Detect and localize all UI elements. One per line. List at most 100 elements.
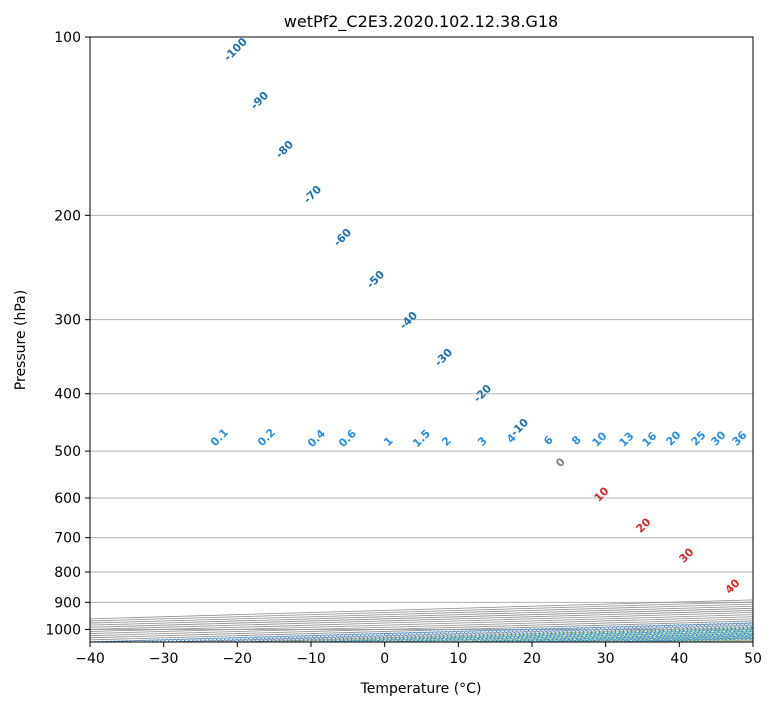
mixing-ratio-label: 0.6 <box>336 427 359 450</box>
moist-adiabat-label: 30 <box>677 545 697 565</box>
isotherm-line <box>384 631 753 642</box>
y-tick-label: 700 <box>54 531 81 547</box>
isotherm-line <box>531 635 753 642</box>
mixing-ratio-label: 13 <box>617 430 637 450</box>
isotherm-line <box>310 628 753 642</box>
isotherm-line <box>458 633 753 642</box>
isotherm-line <box>90 616 753 637</box>
y-tick-label: 800 <box>54 565 81 581</box>
dry-adiabat-label: -50 <box>364 268 387 291</box>
x-tick-label: −10 <box>296 651 326 667</box>
x-tick-label: 50 <box>744 651 762 667</box>
isotherm-line <box>90 607 753 628</box>
mixing-ratio-label: 6 <box>541 433 556 448</box>
isotherm-line <box>90 614 753 634</box>
moist-adiabat-line <box>718 640 753 642</box>
mixing-ratio-label: 20 <box>664 428 684 448</box>
dry-adiabat-label: -40 <box>397 309 420 332</box>
moist-adiabat-line <box>459 632 753 642</box>
mixing-ratio-line <box>131 623 753 642</box>
isotherm-line <box>752 641 753 642</box>
x-tick-label: 40 <box>670 651 688 667</box>
isotherm-line <box>90 603 753 624</box>
x-tick-label: −30 <box>149 651 179 667</box>
moist-adiabat-line <box>317 628 753 642</box>
dry-adiabat-line <box>338 628 753 642</box>
moist-adiabat-line <box>403 631 753 642</box>
dry-adiabat-line <box>487 633 753 642</box>
mixing-ratio-line <box>622 637 753 642</box>
ticks-layer: −40 −30 −20 −10 0 10 20 30 40 5010020030040050060… <box>45 30 762 667</box>
moist-adiabat-line <box>346 629 753 642</box>
mixing-ratio-label: 36 <box>730 428 750 448</box>
dry-adiabat-label: -60 <box>331 226 354 249</box>
moist-adiabat-line <box>689 639 753 642</box>
x-axis-title: Temperature (°C) <box>360 681 482 697</box>
dry-adiabat-line <box>562 635 753 642</box>
y-tick-label: 500 <box>54 444 81 460</box>
grid-layer <box>90 37 753 642</box>
y-tick-label: 300 <box>54 313 81 329</box>
moist-adiabat-line <box>516 634 753 642</box>
x-tick-label: 30 <box>597 651 615 667</box>
mixing-ratio-label: 10 <box>590 429 610 449</box>
dry-adiabat-line <box>263 626 753 642</box>
moist-adiabat-line <box>289 627 753 642</box>
dry-adiabat-label: -30 <box>432 346 455 369</box>
moist-adiabat-line <box>260 626 753 642</box>
moist-adiabat-label: 40 <box>723 576 743 596</box>
isotherm-line <box>90 612 753 632</box>
chart-title: wetPf2_C2E3.2020.102.12.38.G18 <box>284 12 558 32</box>
mixing-ratio-line <box>599 637 753 642</box>
line-labels-layer: -100-90-80-70-60-50-40-30-20-100.1 0.2 0.4… <box>208 35 750 597</box>
moist-adiabat-line <box>544 635 753 642</box>
mixing-ratio-label: 0.1 <box>208 426 231 449</box>
moist-adiabat-line <box>431 631 753 642</box>
dry-adiabat-label: -100 <box>221 35 250 64</box>
isotherm-line <box>679 639 753 642</box>
dry-adiabat-line <box>711 640 753 642</box>
isotherm-line <box>90 622 753 642</box>
moist-adiabat-line <box>573 636 753 642</box>
mixing-ratio-label: 0.4 <box>305 427 328 450</box>
dry-adiabat-label: -70 <box>301 183 324 206</box>
x-tick-label: 10 <box>449 651 467 667</box>
moist-adiabat-line <box>488 633 753 642</box>
mixing-ratio-label: 2 <box>439 434 454 449</box>
mixing-ratio-line <box>326 629 753 642</box>
y-tick-label: 100 <box>54 30 81 46</box>
mixing-ratio-label: 25 <box>689 429 709 449</box>
x-tick-label: 0 <box>380 651 389 667</box>
y-axis-title: Pressure (hPa) <box>13 290 29 390</box>
mixing-ratio-line <box>185 625 753 642</box>
dry-adiabat-label: -20 <box>471 382 494 405</box>
isotherm-line <box>90 610 753 630</box>
isotherm-line <box>90 605 753 626</box>
y-tick-label: 900 <box>54 595 81 611</box>
mixing-ratio-label: 0.2 <box>255 426 278 449</box>
y-tick-label: 1000 <box>45 622 81 638</box>
moist-adiabat-label: 20 <box>634 515 654 535</box>
dry-adiabat-line <box>412 631 753 642</box>
isotherm-line <box>90 599 753 620</box>
background-lines-layer <box>90 622 753 642</box>
y-tick-label: 200 <box>54 208 81 224</box>
x-tick-label: −40 <box>75 651 105 667</box>
y-tick-label: 600 <box>54 491 81 507</box>
mixing-ratio-line <box>218 626 753 642</box>
moist-adiabat-label: 0 <box>553 455 568 470</box>
dry-adiabat-line <box>636 637 753 642</box>
mixing-ratio-label: 1.5 <box>410 427 433 450</box>
x-tick-label: 20 <box>523 651 541 667</box>
isotherm-line <box>90 620 753 641</box>
mixing-ratio-label: 3 <box>475 434 490 449</box>
isotherm-line <box>90 601 753 622</box>
mixing-ratio-label: 30 <box>709 428 729 448</box>
x-tick-label: −20 <box>223 651 253 667</box>
dry-adiabat-label: -80 <box>273 138 296 161</box>
plot-frame <box>89 36 754 643</box>
isotherm-line <box>237 626 753 642</box>
mixing-ratio-label: 8 <box>569 433 584 448</box>
